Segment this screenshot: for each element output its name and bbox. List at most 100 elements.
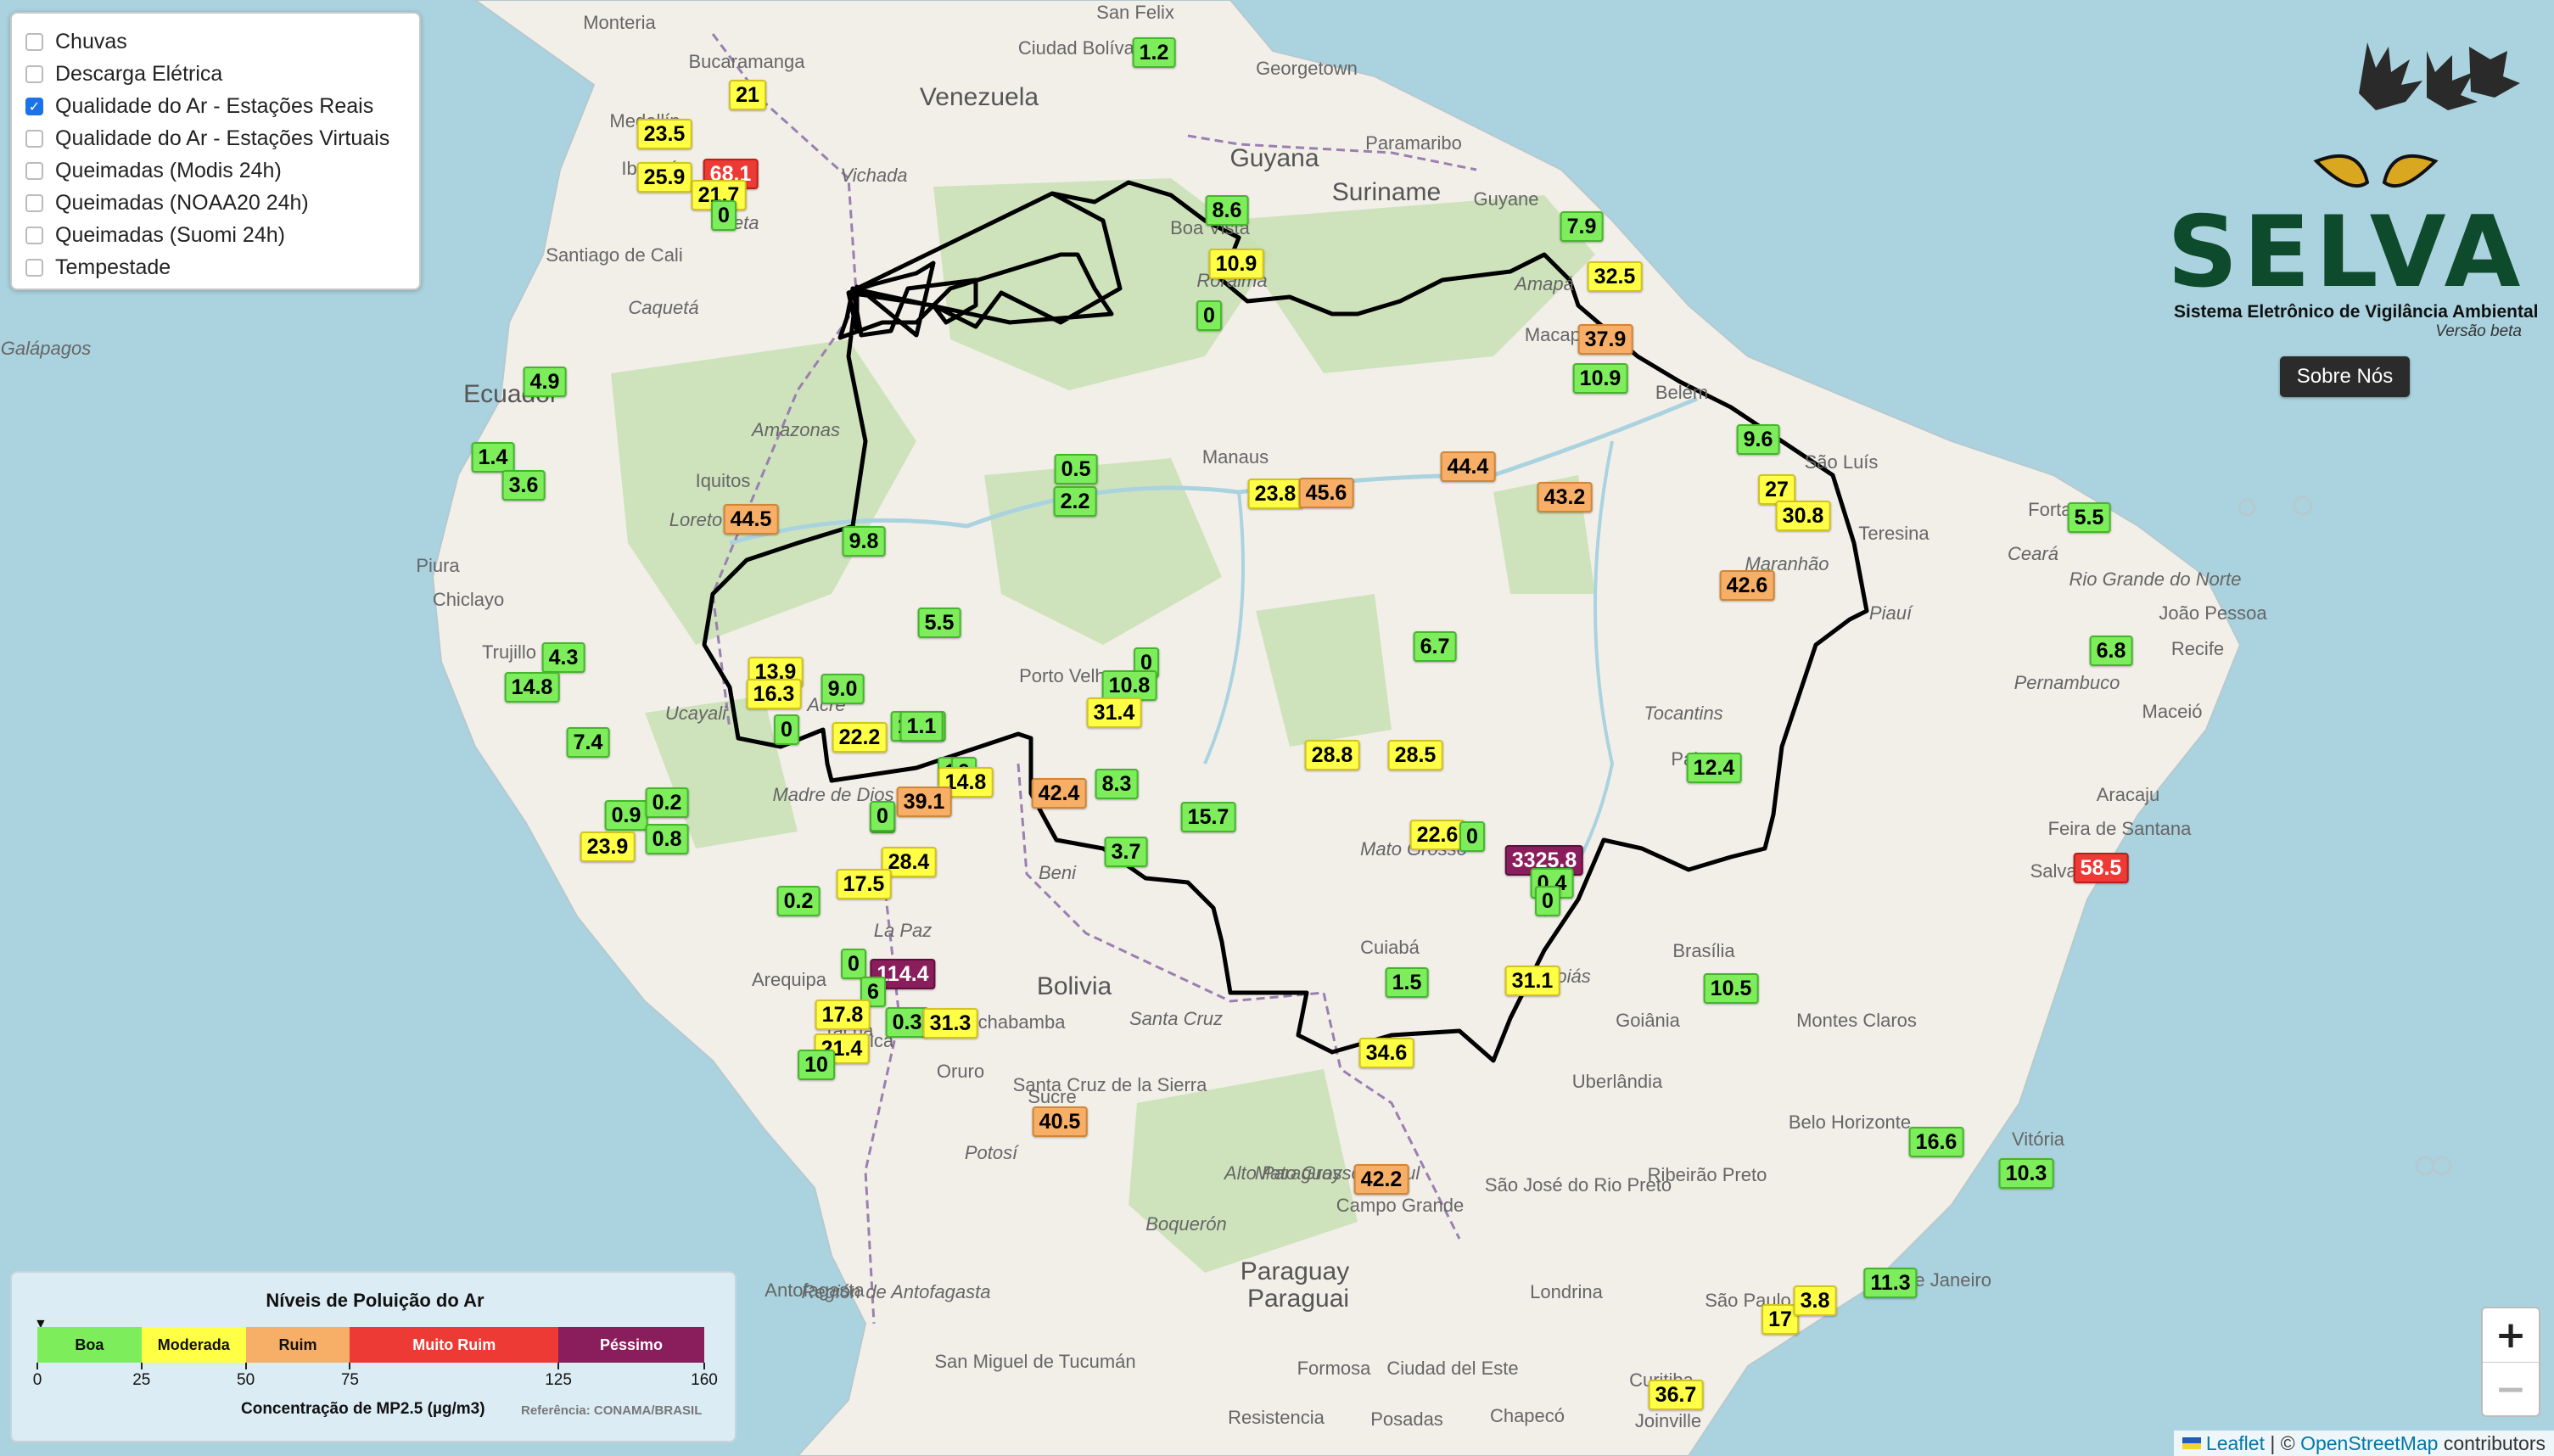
- station-marker[interactable]: 17.8: [815, 1000, 871, 1030]
- station-marker[interactable]: 9.8: [842, 526, 886, 557]
- station-marker[interactable]: 0: [1459, 821, 1485, 852]
- station-marker[interactable]: 0: [1535, 886, 1560, 916]
- station-marker[interactable]: 58.5: [2073, 853, 2129, 883]
- station-marker[interactable]: 10.9: [1208, 249, 1264, 279]
- layer-checkbox[interactable]: [25, 97, 43, 115]
- layer-toggle[interactable]: Queimadas (Suomi 24h): [25, 219, 419, 251]
- station-marker[interactable]: 0.2: [776, 886, 821, 916]
- station-marker[interactable]: 10: [798, 1050, 835, 1080]
- station-marker[interactable]: 0.3: [885, 1007, 929, 1038]
- layer-checkbox[interactable]: [25, 161, 43, 180]
- station-marker[interactable]: 44.4: [1440, 451, 1496, 482]
- station-marker[interactable]: 44.5: [723, 504, 779, 535]
- station-marker[interactable]: 0.2: [645, 787, 689, 818]
- station-marker[interactable]: 0.9: [604, 800, 648, 831]
- station-marker[interactable]: 4.9: [523, 367, 567, 397]
- station-marker[interactable]: 4.3: [541, 642, 585, 673]
- station-marker[interactable]: 40.5: [1032, 1106, 1088, 1137]
- station-marker[interactable]: 10.9: [1572, 363, 1628, 394]
- station-marker[interactable]: 30.8: [1775, 501, 1831, 531]
- station-marker[interactable]: 25.9: [636, 162, 692, 193]
- station-marker[interactable]: 15.7: [1180, 802, 1236, 832]
- station-marker[interactable]: 8.3: [1095, 769, 1139, 799]
- station-marker[interactable]: 28.5: [1387, 740, 1443, 770]
- layer-toggle[interactable]: Queimadas (NOAA20 24h): [25, 187, 419, 219]
- station-marker[interactable]: 0: [841, 949, 866, 979]
- layer-toggle[interactable]: Tempestade: [25, 251, 419, 283]
- station-marker[interactable]: 3.8: [1793, 1285, 1837, 1316]
- station-marker[interactable]: 31.1: [1504, 966, 1560, 996]
- station-marker[interactable]: 42.2: [1353, 1164, 1409, 1195]
- station-marker[interactable]: 1.2: [1132, 37, 1176, 68]
- station-marker[interactable]: 6.7: [1413, 631, 1457, 662]
- station-marker[interactable]: 31.3: [922, 1008, 978, 1039]
- station-marker[interactable]: 42.4: [1031, 778, 1087, 809]
- station-marker[interactable]: 17.5: [836, 869, 892, 899]
- about-us-button[interactable]: Sobre Nós: [2280, 356, 2410, 397]
- station-marker[interactable]: 7.9: [1560, 211, 1604, 242]
- station-marker[interactable]: 22.2: [832, 722, 888, 753]
- station-marker[interactable]: 23.8: [1247, 479, 1303, 509]
- place-label: Belém: [1655, 382, 1708, 403]
- station-marker[interactable]: 0: [711, 200, 737, 231]
- station-marker[interactable]: 3.6: [501, 470, 546, 501]
- leaflet-link[interactable]: Leaflet: [2205, 1431, 2265, 1454]
- station-marker[interactable]: 16.3: [746, 679, 802, 709]
- station-marker[interactable]: 23.5: [636, 119, 692, 149]
- zoom-in-button[interactable]: +: [2495, 1313, 2527, 1357]
- station-marker[interactable]: 7.4: [566, 727, 610, 758]
- layer-checkbox[interactable]: [25, 258, 43, 277]
- station-marker[interactable]: 31.4: [1086, 697, 1142, 728]
- station-marker[interactable]: 14.8: [504, 672, 560, 703]
- station-marker[interactable]: 34.6: [1358, 1038, 1414, 1068]
- station-marker[interactable]: 8.6: [1205, 195, 1249, 226]
- station-marker[interactable]: 1.5: [1385, 967, 1429, 998]
- station-marker[interactable]: 5.5: [2067, 502, 2111, 533]
- station-marker[interactable]: 45.6: [1298, 478, 1354, 508]
- layer-checkbox[interactable]: [25, 129, 43, 148]
- station-marker[interactable]: 23.9: [580, 832, 636, 862]
- station-marker[interactable]: 16.6: [1908, 1127, 1964, 1157]
- station-marker[interactable]: 28.8: [1304, 740, 1360, 770]
- station-marker[interactable]: 27: [1758, 474, 1795, 505]
- osm-link[interactable]: OpenStreetMap: [2300, 1431, 2439, 1454]
- station-marker[interactable]: 12.4: [1686, 753, 1742, 783]
- station-marker[interactable]: 39.1: [896, 787, 952, 817]
- station-marker[interactable]: 10.8: [1101, 670, 1157, 701]
- station-marker[interactable]: 37.9: [1577, 324, 1633, 355]
- station-marker[interactable]: 0: [870, 801, 895, 832]
- station-marker[interactable]: 0: [1196, 300, 1222, 331]
- station-marker[interactable]: 2.2: [1053, 486, 1097, 517]
- layer-toggle[interactable]: Qualidade do Ar - Estações Reais: [25, 90, 419, 122]
- station-marker[interactable]: 0.5: [1054, 454, 1098, 484]
- station-marker[interactable]: 17: [1761, 1304, 1799, 1335]
- station-marker[interactable]: 42.6: [1719, 570, 1775, 601]
- layer-toggle[interactable]: Qualidade do Ar - Estações Virtuais: [25, 122, 419, 154]
- station-marker[interactable]: 1.4: [471, 442, 515, 473]
- station-marker[interactable]: 0: [774, 714, 799, 745]
- layer-toggle[interactable]: Queimadas (Modis 24h): [25, 154, 419, 187]
- station-marker[interactable]: 9.6: [1736, 424, 1780, 455]
- station-marker[interactable]: 11.3: [1863, 1268, 1918, 1298]
- station-marker[interactable]: 6.8: [2089, 636, 2133, 666]
- layer-toggle[interactable]: Descarga Elétrica: [25, 58, 419, 90]
- station-marker[interactable]: 22.6: [1409, 820, 1465, 850]
- station-marker[interactable]: 21: [729, 80, 766, 110]
- station-marker[interactable]: 3.7: [1104, 837, 1148, 867]
- station-marker[interactable]: 10.5: [1703, 973, 1759, 1004]
- station-marker[interactable]: 10.3: [1998, 1158, 2054, 1189]
- station-marker[interactable]: 9.0: [821, 674, 865, 704]
- station-marker[interactable]: 5.5: [917, 608, 961, 638]
- station-marker[interactable]: 1.1: [899, 711, 944, 742]
- layer-checkbox[interactable]: [25, 64, 43, 83]
- layer-checkbox[interactable]: [25, 193, 43, 212]
- station-marker[interactable]: 32.5: [1587, 261, 1643, 292]
- station-marker[interactable]: 36.7: [1648, 1380, 1704, 1410]
- station-marker[interactable]: 43.2: [1537, 482, 1593, 512]
- layer-checkbox[interactable]: [25, 32, 43, 51]
- zoom-out-button[interactable]: −: [2483, 1362, 2539, 1416]
- layer-toggle[interactable]: Chuvas: [25, 25, 419, 58]
- station-marker[interactable]: 0.8: [645, 824, 689, 854]
- layer-checkbox[interactable]: [25, 226, 43, 244]
